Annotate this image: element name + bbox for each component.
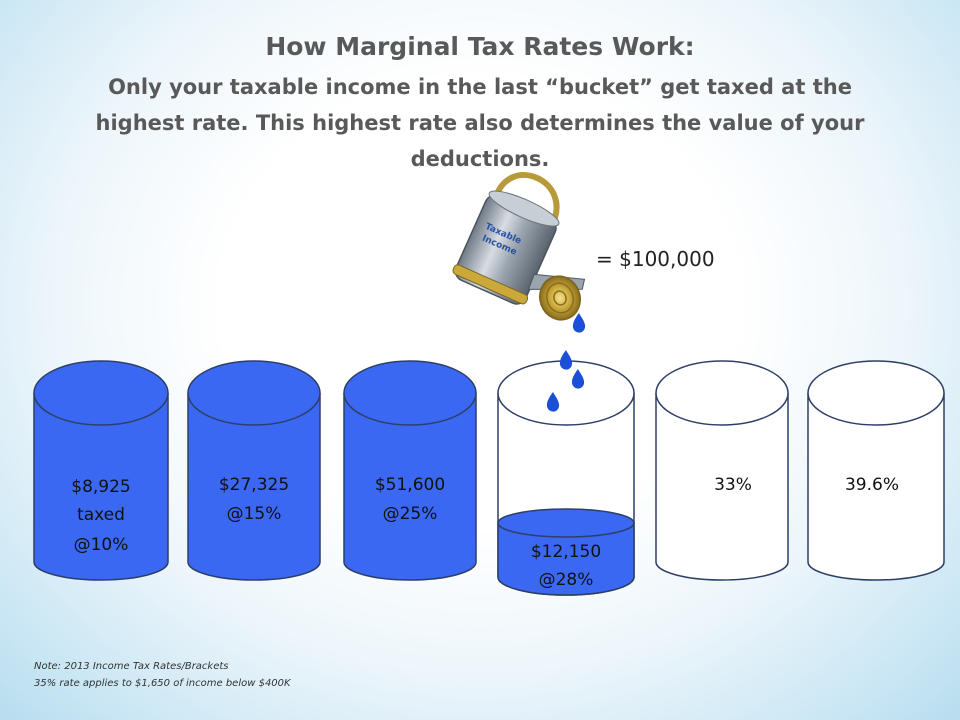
bucket-28-line-2: @28%: [539, 570, 594, 590]
bucket-15: [187, 360, 321, 581]
bucket-10: [33, 360, 169, 581]
water-drop: [572, 313, 586, 333]
bucket-33: [655, 360, 789, 581]
water-drop: [546, 392, 560, 412]
bucket-15-line-1: $27,325: [219, 475, 289, 495]
bucket-39-6-label: 39.6%: [845, 475, 899, 495]
watering-can-rose: [539, 275, 581, 321]
bucket-10-line-3: @10%: [74, 535, 129, 555]
bucket-25-line-1: $51,600: [375, 475, 445, 495]
note-line-1: Note: 2013 Income Tax Rates/Brackets: [34, 661, 229, 672]
bucket-25: [343, 360, 477, 581]
bucket-25-line-2: @25%: [383, 504, 438, 524]
bucket-33-label: 33%: [714, 475, 752, 495]
income-total-label: = $100,000: [596, 247, 715, 271]
water-drop: [571, 369, 585, 389]
note-line-2: 35% rate applies to $1,650 of income bel…: [34, 678, 291, 689]
bucket-10-line-2: taxed: [77, 505, 125, 525]
bucket-15-line-2: @15%: [227, 504, 282, 524]
bucket-28-line-1: $12,150: [531, 542, 601, 562]
bucket-10-line-1: $8,925: [71, 477, 130, 497]
bucket-39-6: [807, 360, 945, 581]
water-drop: [559, 350, 573, 370]
page-title: How Marginal Tax Rates Work:: [265, 32, 695, 61]
page-subtitle: Only your taxable income in the last “bu…: [95, 75, 865, 171]
watering-can-icon: Taxable Income: [452, 172, 586, 305]
